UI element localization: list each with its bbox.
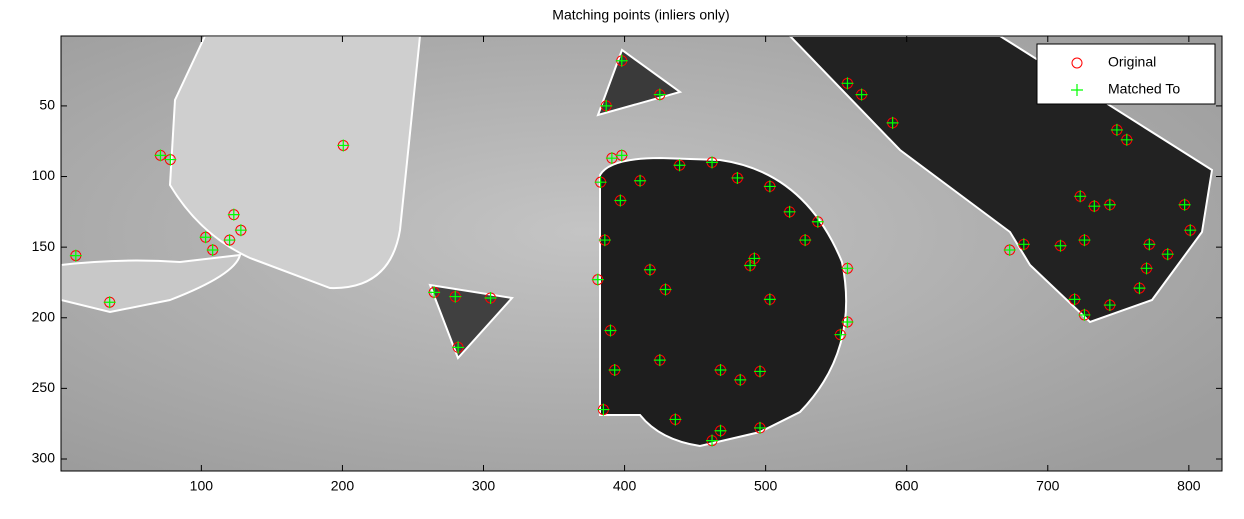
x-tick-label: 400 [613,478,637,494]
legend-label: Matched To [1108,81,1180,97]
x-tick-label: 200 [331,478,355,494]
x-tick-label: 700 [1036,478,1060,494]
y-tick-label: 100 [32,167,56,183]
y-tick-label: 50 [39,97,55,113]
y-tick-label: 200 [32,308,56,324]
x-tick-label: 500 [754,478,778,494]
legend: Original Matched To [1037,44,1215,104]
x-tick-label: 800 [1177,478,1201,494]
page: Matching points (inliers only) Original … [0,0,1244,519]
chart: Matching points (inliers only) Original … [0,0,1244,514]
x-tick-label: 600 [895,478,919,494]
x-tick-label: 100 [190,478,214,494]
y-tick-label: 150 [32,238,56,254]
y-tick-label: 300 [32,450,56,466]
y-tick-label: 250 [32,379,56,395]
x-tick-label: 300 [472,478,496,494]
chart-title: Matching points (inliers only) [552,7,729,23]
legend-label: Original [1108,54,1156,70]
